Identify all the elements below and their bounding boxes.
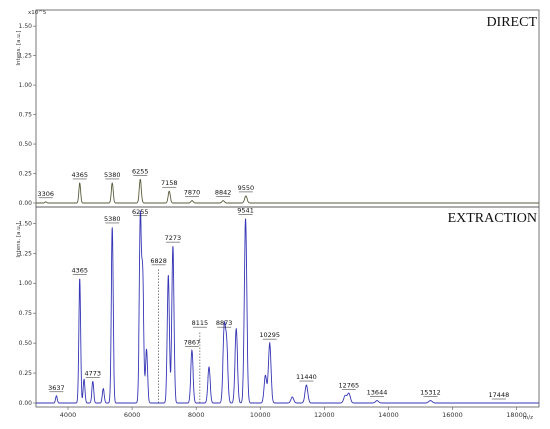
ytick-label: 0.25	[19, 370, 33, 377]
xtick-label: 14000	[378, 411, 399, 419]
ytick-label: 1.25	[19, 250, 33, 257]
peak-label: 9550	[238, 184, 255, 192]
peak-label: 11440	[296, 373, 317, 381]
panel-direct-peak-labels: 3306 4365 5380 6255 7158 7870 8842 9550	[38, 167, 255, 199]
spectrum-line	[36, 179, 539, 204]
ytick-label: 0.75	[19, 310, 33, 317]
peak-label: 10295	[259, 331, 280, 339]
panel-extraction-series	[36, 210, 539, 404]
xtick-label: 12000	[314, 411, 335, 419]
ytick-label: 1.25	[19, 53, 33, 60]
ytick-label: 1.50	[19, 220, 33, 227]
ytick-label: 0.00	[19, 400, 33, 407]
peak-label: 7867	[184, 338, 201, 346]
x-axis-ticks: 4000 6000 8000 10000 12000 14000 16000 18000	[60, 407, 527, 419]
ytick-label: 0.50	[19, 141, 33, 148]
panel-direct-title: DIRECT	[486, 15, 537, 30]
peak-label: 17448	[489, 391, 510, 399]
panel-extraction-title: EXTRACTION	[448, 211, 537, 226]
xtick-label: 18000	[506, 411, 527, 419]
xtick-label: 16000	[442, 411, 463, 419]
peak-label: 8873	[216, 319, 233, 327]
peak-label: 6255	[132, 208, 149, 216]
peak-label: 7870	[184, 189, 201, 197]
peak-label: 8115	[192, 319, 209, 327]
peak-label: 3637	[48, 384, 65, 392]
peak-label: 15312	[420, 389, 441, 397]
peak-label: 6255	[132, 167, 149, 175]
peak-label: 4773	[85, 369, 102, 377]
peak-label: 7158	[161, 179, 178, 187]
panel-direct-ylabel: Intens. [a.u.]	[16, 30, 22, 65]
panel-extraction-frame	[35, 206, 540, 408]
xtick-label: 8000	[188, 411, 205, 419]
panel-direct-yexponent: x10^5	[28, 10, 47, 16]
peak-label: 3306	[38, 190, 55, 198]
panel-extraction-ylabel: Intens. [a.u.]	[16, 222, 22, 257]
ytick-label: 1.50	[19, 23, 33, 30]
xtick-label: 4000	[60, 411, 77, 419]
ytick-label: 0.75	[19, 112, 33, 119]
panel-direct-ticks: 0.00 0.25 0.50 0.75 1.00 1.25 1.50	[19, 23, 36, 207]
panel-direct: DIRECT Intens. [a.u.] x10^5 0.00 0.25 0.50…	[16, 9, 540, 208]
peak-label: 12765	[339, 381, 360, 389]
ytick-label: 0.50	[19, 340, 33, 347]
peak-label: 5380	[104, 171, 121, 179]
peak-label: 5380	[104, 215, 121, 223]
peak-label: 7273	[165, 234, 182, 242]
peak-label: 8842	[215, 189, 232, 197]
peak-label: 4365	[71, 266, 88, 274]
peak-label: 9541	[237, 207, 254, 215]
panel-extraction-ticks: 0.00 0.25 0.50 0.75 1.00 1.25 1.50	[19, 220, 36, 407]
xtick-label: 10000	[250, 411, 271, 419]
xtick-label: 6000	[124, 411, 141, 419]
ytick-label: 1.00	[19, 82, 33, 89]
ytick-label: 1.00	[19, 280, 33, 287]
panel-extraction-peak-labels: 3637 4365 4773 5380 6255 6828 7273 7867 8115 8873…	[48, 207, 509, 403]
peak-label: 4365	[71, 171, 88, 179]
spectrum-line	[36, 210, 539, 404]
peak-label: 13644	[367, 389, 388, 397]
panel-extraction: EXTRACTION Intens. [a.u.] m/z 0.000.250.…	[16, 206, 540, 421]
peak-label: 6828	[150, 257, 167, 265]
ytick-label: 0.00	[19, 200, 33, 207]
ytick-label: 0.25	[19, 171, 33, 178]
panel-direct-series	[36, 179, 539, 204]
x-axis-label: m/z	[523, 415, 533, 421]
